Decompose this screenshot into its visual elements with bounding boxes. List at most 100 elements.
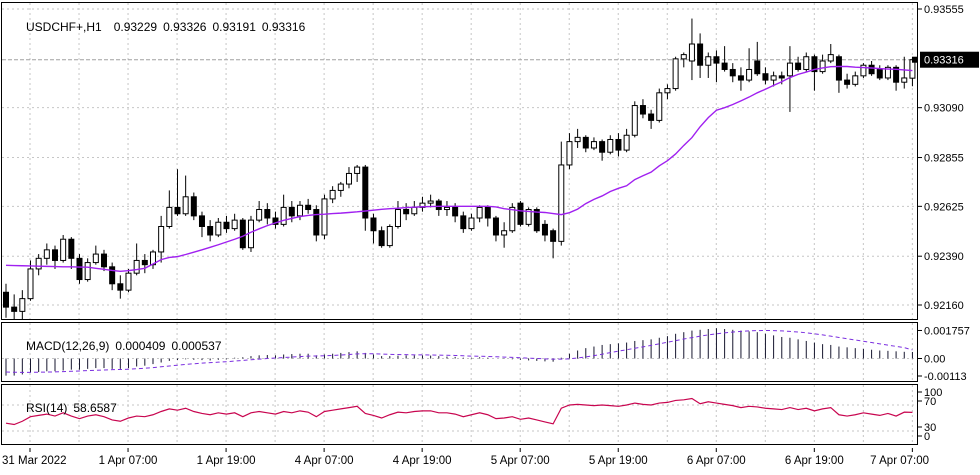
candle-bullish <box>688 43 695 62</box>
macd-grid <box>2 323 917 381</box>
candle-bearish <box>223 221 230 230</box>
time-tick-label: 4 Apr 07:00 <box>295 455 354 467</box>
candle-bearish <box>893 66 900 83</box>
candle-bearish <box>868 64 875 75</box>
candle-bearish <box>11 306 18 312</box>
price-tick-label: 0.92390 <box>924 251 964 263</box>
macd-indicator-panel[interactable]: 0.001757 0.00 -0.00113 MACD(12,26,9) 0.0004… <box>0 322 980 383</box>
candle-bearish <box>207 225 214 236</box>
candles-layer <box>3 18 916 320</box>
price-tick-label: 0.92160 <box>924 300 964 312</box>
candle-bullish <box>321 198 328 236</box>
candle-bullish <box>631 105 638 136</box>
candle-bullish <box>27 268 34 300</box>
candle-bearish <box>370 217 377 232</box>
time-tick-label: 1 Apr 07:00 <box>99 455 158 467</box>
candle-bullish <box>656 92 663 121</box>
candle-bullish <box>770 75 777 81</box>
candle-bearish <box>492 217 499 236</box>
candle-bearish <box>174 206 181 215</box>
candle-bullish <box>746 68 753 81</box>
time-tick-label: 6 Apr 07:00 <box>687 455 746 467</box>
macd-signal-line <box>5 329 913 373</box>
candle-bearish <box>313 209 320 236</box>
rsi-tick-label: 30 <box>924 422 936 434</box>
main-panel-border <box>1 2 918 320</box>
candle-bullish <box>901 77 908 83</box>
candle-bullish <box>182 196 189 215</box>
candle-bearish <box>378 230 385 247</box>
candle-bullish <box>525 209 532 225</box>
candle-bullish <box>133 259 140 274</box>
candle-bearish <box>452 206 459 217</box>
candle-bullish <box>680 54 687 60</box>
macd-panel-border <box>1 322 918 382</box>
candle-bullish <box>852 75 859 85</box>
candle-bearish <box>288 206 295 217</box>
candle-bearish <box>778 75 785 79</box>
candle-bullish <box>256 209 263 221</box>
candle-bullish <box>468 217 475 230</box>
candle-bearish <box>648 113 655 121</box>
candle-bearish <box>754 60 761 75</box>
price-tick-label: 0.93090 <box>924 103 964 115</box>
candle-bearish <box>844 79 851 85</box>
candle-bearish <box>599 141 606 153</box>
time-axis[interactable]: 31 Mar 2022 1 Apr 07:00 1 Apr 19:00 4 Apr 0… <box>0 448 980 475</box>
time-tick-label: 6 Apr 19:00 <box>785 455 844 467</box>
candle-bullish <box>574 136 581 143</box>
candle-bullish <box>280 206 287 225</box>
candle-bullish <box>803 56 810 70</box>
candle-bearish <box>541 223 548 236</box>
candle-bearish <box>876 68 883 79</box>
rsi-tick-label: 70 <box>924 396 936 408</box>
time-tick-label: 7 Apr 07:00 <box>870 455 929 467</box>
macd-histogram <box>5 328 913 376</box>
candle-bearish <box>68 238 75 259</box>
candle-bearish <box>713 56 720 64</box>
candle-bullish <box>860 64 867 77</box>
rsi-indicator-panel[interactable]: 100 70 30 0 RSI(14) 58.6587 <box>0 383 980 448</box>
candle-bearish <box>3 291 9 308</box>
candle-bearish <box>811 56 818 73</box>
ma-line <box>5 65 913 272</box>
candle-bearish <box>721 62 728 70</box>
candle-bullish <box>247 219 254 249</box>
candle-bearish <box>435 200 442 211</box>
price-chart-panel[interactable]: 0.93555 0.93090 0.92855 0.92625 0.92390 0.921… <box>0 0 980 322</box>
candle-bullish <box>558 164 565 242</box>
macd-chart[interactable]: 0.001757 0.00 -0.00113 <box>0 322 980 383</box>
candle-bullish <box>296 204 303 217</box>
candle-bearish <box>615 138 622 151</box>
candlestick-chart[interactable]: 0.93555 0.93090 0.92855 0.92625 0.92390 0.921… <box>0 0 980 322</box>
candle-bearish <box>305 204 312 211</box>
candle-bearish <box>117 283 124 291</box>
candle-bullish <box>43 249 50 259</box>
candle-bearish <box>795 62 802 70</box>
candle-bullish <box>443 206 450 211</box>
macd-tick-label: 0.001757 <box>924 325 970 337</box>
candle-bullish <box>607 138 614 153</box>
candle-bearish <box>362 166 369 219</box>
candle-bullish <box>345 172 352 185</box>
candle-bullish <box>664 88 671 94</box>
current-price-badge-label: 0.93316 <box>924 55 964 67</box>
candle-bullish <box>337 183 344 191</box>
current-price-badge <box>920 51 979 68</box>
candle-bearish <box>403 209 410 215</box>
candle-bullish <box>84 262 91 281</box>
candle-bearish <box>737 75 744 81</box>
candle-bearish <box>697 43 704 66</box>
candle-bearish <box>729 68 736 77</box>
macd-tick-label: -0.00113 <box>924 371 967 383</box>
candle-bullish <box>329 189 336 200</box>
candle-bullish <box>35 257 42 270</box>
price-tick-label: 0.92855 <box>924 153 964 165</box>
time-tick-label: 5 Apr 07:00 <box>491 455 550 467</box>
candle-bullish <box>786 62 793 77</box>
candle-bullish <box>60 238 67 261</box>
candle-bullish <box>819 60 826 73</box>
candle-bearish <box>239 219 246 249</box>
